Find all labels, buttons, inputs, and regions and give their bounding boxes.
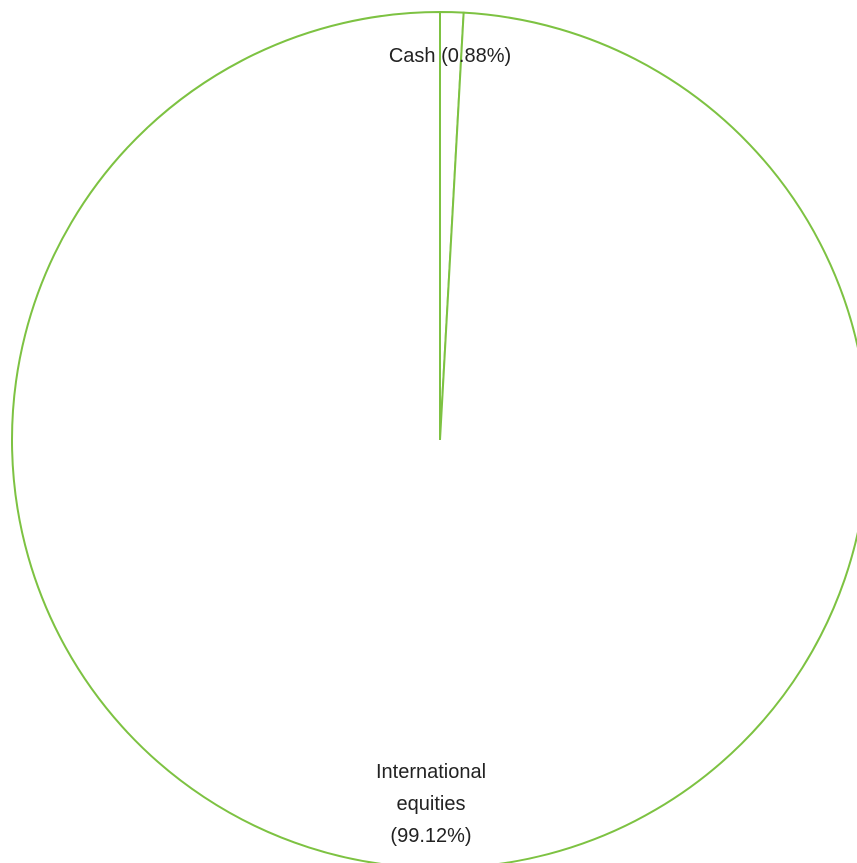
pie-slice-international-equities [11,10,857,863]
pie-label-international-equities: International equities (99.12%) [376,761,486,847]
labels-layer: Cash (0.88%) International equities (99.12%… [376,45,511,847]
slices-layer [11,10,857,863]
pie-label-cash: Cash (0.88%) [389,45,511,67]
